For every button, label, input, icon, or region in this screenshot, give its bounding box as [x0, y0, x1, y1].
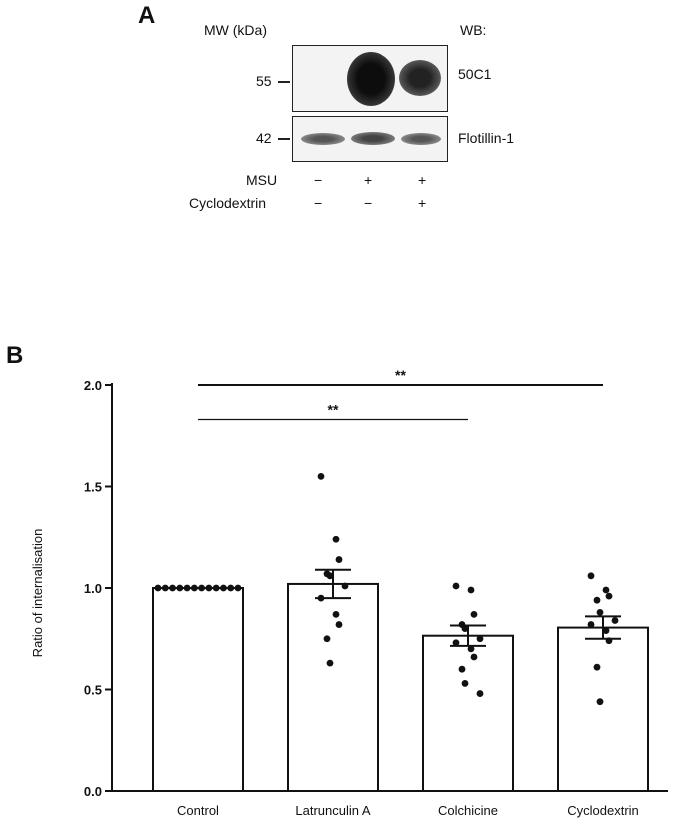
data-point [335, 556, 343, 563]
data-point [605, 637, 613, 645]
treatment-cyclodextrin-label: Cyclodextrin [189, 195, 267, 211]
treatment-cyclodextrin-lane-1: − [314, 195, 323, 211]
data-point [587, 621, 595, 628]
blot-50c1 [292, 45, 448, 112]
x-tick-label: Control [177, 803, 219, 818]
antibody-50c1: 50C1 [458, 66, 492, 82]
blot-flotillin-1 [292, 116, 448, 162]
data-point [461, 625, 469, 632]
data-point [341, 582, 349, 590]
data-point [470, 610, 478, 618]
data-point [161, 584, 169, 592]
bar-2 [287, 582, 379, 792]
data-point [317, 594, 325, 602]
mw-marker-42: 42 [256, 130, 272, 146]
mw-tick-55 [278, 81, 290, 83]
data-point [602, 627, 610, 635]
data-point [467, 645, 475, 653]
treatment-cyclodextrin-lane-3: + [418, 195, 427, 211]
data-point [593, 663, 601, 671]
significance-label: ** [328, 402, 339, 418]
data-point [596, 608, 604, 616]
data-point [467, 586, 475, 594]
data-point [317, 472, 325, 480]
y-axis-label: Ratio of internalisation [30, 529, 45, 658]
data-point [605, 592, 613, 600]
data-point [154, 584, 162, 592]
band-msu [347, 52, 395, 106]
data-point [461, 680, 469, 687]
data-point [323, 635, 331, 643]
data-point [227, 584, 235, 592]
data-point [596, 698, 604, 706]
bar-3 [422, 634, 514, 793]
mw-tick-42 [278, 138, 290, 140]
wb-header: WB: [460, 22, 487, 38]
band-flot-msu-cd [401, 133, 441, 145]
data-point [205, 584, 213, 592]
data-point [452, 582, 460, 590]
data-point [476, 690, 484, 697]
x-tick-label: Cyclodextrin [567, 803, 639, 818]
band-flot-control [301, 133, 345, 145]
data-point [198, 584, 206, 592]
data-point [476, 635, 484, 643]
y-tick-label: 0.5 [84, 683, 102, 698]
mw-marker-55: 55 [256, 73, 272, 89]
data-point [602, 586, 610, 594]
x-tick-label: Latrunculin A [295, 803, 370, 818]
treatment-msu-lane-2: + [364, 172, 373, 188]
treatment-msu-lane-3: + [418, 172, 427, 188]
panel-a-letter: A [138, 2, 156, 29]
data-point [587, 572, 595, 580]
treatment-cyclodextrin-lane-2: − [364, 195, 373, 211]
treatment-msu-lane-1: − [314, 172, 323, 188]
data-point [593, 596, 601, 604]
data-point [332, 610, 340, 618]
data-point [183, 584, 191, 592]
data-point [452, 639, 460, 647]
x-tick-label: Colchicine [438, 803, 498, 818]
data-point [190, 584, 198, 592]
bar-1 [152, 587, 244, 792]
data-point [326, 659, 334, 667]
y-tick-label: 2.0 [84, 378, 102, 393]
y-tick-label: 1.5 [84, 480, 102, 495]
y-tick-label: 0.0 [84, 784, 102, 799]
band-msu-cyclodextrin [399, 60, 441, 96]
data-point [332, 535, 340, 543]
y-tick-label: 1.0 [84, 581, 102, 596]
data-point [212, 584, 220, 592]
band-flot-msu [351, 132, 395, 145]
treatment-msu-label: MSU [246, 172, 278, 188]
data-point [458, 665, 466, 673]
data-point [234, 584, 242, 592]
panel-b-letter: B [6, 342, 24, 369]
data-point [220, 584, 227, 592]
data-point [176, 584, 184, 592]
mw-header: MW (kDa) [204, 22, 267, 38]
data-point [169, 584, 176, 592]
data-point [335, 621, 343, 628]
data-point [470, 653, 478, 661]
antibody-flotillin-1: Flotillin-1 [458, 130, 515, 146]
bar-4 [557, 626, 649, 793]
data-point [326, 572, 334, 580]
significance-label: ** [395, 367, 406, 383]
data-point [611, 617, 619, 624]
